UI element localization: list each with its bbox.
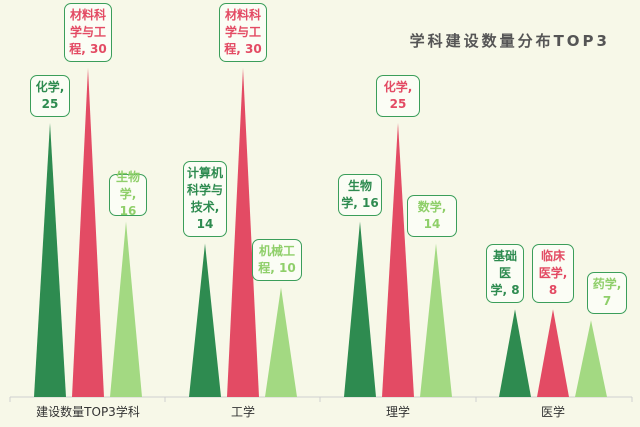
bar xyxy=(382,122,414,397)
bars-layer xyxy=(34,68,607,397)
chart-title: 学科建设数量分布TOP3 xyxy=(410,32,610,50)
bar xyxy=(34,122,66,397)
data-label: 生物 学, 16 xyxy=(338,173,382,216)
data-label: 计算机 科学与 技术, 14 xyxy=(183,161,227,238)
data-label: 药学, 7 xyxy=(587,272,627,315)
bar xyxy=(72,68,104,397)
data-label: 机械工 程, 10 xyxy=(252,239,302,282)
bar xyxy=(189,243,221,397)
data-label: 化学, 25 xyxy=(30,74,70,117)
category-label: 建设数量TOP3学科 xyxy=(36,404,140,419)
bar xyxy=(227,68,259,397)
data-label: 材料科 学与工 程, 30 xyxy=(219,3,267,62)
bar xyxy=(575,320,607,397)
x-axis-ticks xyxy=(9,397,633,402)
category-label: 医学 xyxy=(541,404,565,419)
data-label: 临床 医学, 8 xyxy=(532,244,574,304)
bar xyxy=(537,309,569,397)
bar xyxy=(265,287,297,397)
data-label: 基础医学, 8 xyxy=(486,244,524,304)
data-label: 化学, 25 xyxy=(376,74,420,117)
bar xyxy=(110,221,142,397)
bar xyxy=(344,221,376,397)
category-label: 工学 xyxy=(231,404,255,419)
data-label: 材料科 学与工 程, 30 xyxy=(64,3,112,62)
category-labels: 建设数量TOP3学科 工学 理学 医学 xyxy=(36,404,565,419)
category-label: 理学 xyxy=(386,404,410,419)
data-label: 生物 学, 16 xyxy=(109,170,147,218)
bar xyxy=(499,309,531,397)
data-label: 数学, 14 xyxy=(407,195,457,238)
bar xyxy=(420,243,452,397)
